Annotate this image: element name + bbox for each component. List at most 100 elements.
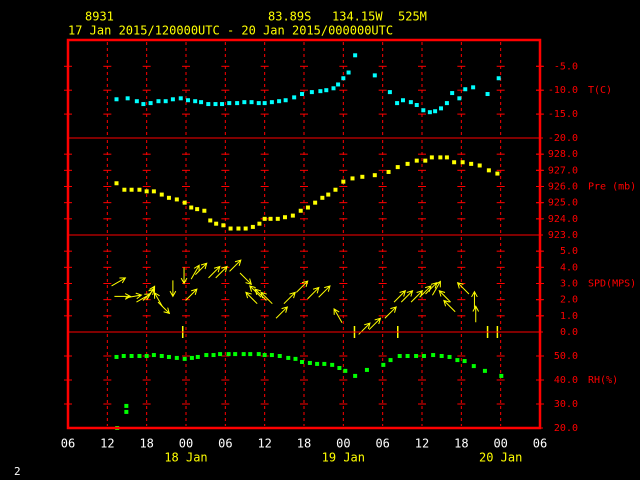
data-point [283, 98, 288, 103]
data-point [495, 171, 500, 176]
wind-arrow [456, 281, 470, 295]
data-point [159, 354, 164, 358]
data-point [189, 205, 194, 210]
data-point [250, 224, 255, 229]
x-tick-label: 12 [257, 437, 271, 451]
y-tick-label: 30.0 [554, 399, 578, 410]
x-tick-label: 06 [61, 437, 75, 451]
data-point [427, 110, 432, 115]
elevation: 525M [398, 10, 427, 24]
y-tick-label: 923.0 [548, 230, 578, 241]
data-point [290, 213, 295, 218]
data-point [282, 215, 287, 220]
x-tick-label: 06 [375, 437, 389, 451]
date-label: 20 Jan [479, 451, 522, 465]
data-point [343, 368, 348, 373]
data-point [256, 352, 261, 357]
data-point [206, 102, 211, 107]
wind-arrow [275, 306, 289, 319]
data-point [262, 101, 267, 106]
data-point [293, 356, 298, 361]
data-point [414, 103, 419, 108]
data-point [220, 102, 225, 107]
x-tick-label: 18 [297, 437, 311, 451]
data-point [269, 100, 274, 105]
data-point [439, 354, 444, 358]
latitude: 83.89S [268, 10, 311, 24]
data-point [300, 360, 305, 364]
data-point [114, 97, 119, 102]
data-point [313, 200, 318, 205]
data-point [257, 221, 262, 226]
data-point [226, 352, 231, 357]
data-point [227, 101, 232, 106]
data-point [202, 208, 207, 213]
data-point [121, 354, 126, 358]
data-point [460, 160, 465, 165]
data-point [204, 353, 209, 358]
wind-arrow [245, 291, 258, 305]
data-point [124, 409, 129, 414]
y-axis-label: Pre (mb) [588, 182, 636, 193]
data-point [163, 99, 168, 104]
wind-arrow [472, 305, 480, 323]
data-point [372, 173, 377, 178]
y-tick-label: -10.0 [548, 85, 578, 96]
wind-arrow [410, 290, 424, 303]
data-point [256, 101, 261, 106]
data-point [268, 216, 273, 221]
data-point [243, 226, 248, 231]
data-point [360, 174, 365, 179]
data-point [277, 354, 282, 358]
wind-arrow [368, 317, 382, 330]
wind-arrow [425, 281, 438, 295]
data-point [242, 100, 247, 105]
data-point [333, 187, 338, 192]
data-point [320, 195, 325, 200]
wind-arrow [125, 292, 143, 300]
data-point [262, 216, 267, 221]
data-point [471, 364, 476, 369]
x-tick-label: 18 [454, 437, 468, 451]
data-point [337, 366, 342, 370]
data-point [248, 352, 253, 357]
x-tick-label: 00 [179, 437, 193, 451]
data-point [477, 163, 482, 168]
data-point [397, 354, 402, 358]
wind-arrow [400, 290, 414, 303]
data-point [421, 108, 426, 113]
y-tick-label: 1.0 [560, 311, 578, 322]
data-point [114, 354, 119, 359]
wind-arrow [260, 291, 273, 305]
data-point [166, 195, 171, 200]
data-point [438, 155, 443, 160]
data-point [199, 100, 204, 105]
y-tick-label: 40.0 [554, 375, 578, 386]
y-tick-label: 926.0 [548, 182, 578, 193]
data-point [388, 358, 393, 363]
x-tick-label: 00 [336, 437, 350, 451]
wind-arrow [153, 291, 163, 307]
data-point [455, 358, 460, 363]
y-axis-label: SPD(MPS) [588, 279, 636, 290]
data-point [193, 99, 198, 104]
wind-arrow [142, 288, 156, 301]
wind-arrow [208, 265, 221, 279]
data-point [286, 355, 291, 360]
data-point [322, 361, 327, 366]
data-point [471, 85, 476, 90]
data-point [182, 200, 187, 205]
y-tick-label: 924.0 [548, 214, 578, 225]
data-point [447, 354, 452, 359]
data-point [452, 160, 457, 165]
y-tick-label: 0.0 [560, 327, 578, 338]
x-tick-label: 06 [218, 437, 232, 451]
data-point [309, 90, 314, 95]
data-point [326, 192, 331, 197]
data-point [450, 91, 455, 96]
y-tick-label: 925.0 [548, 198, 578, 209]
data-point [486, 168, 491, 173]
data-point [305, 205, 310, 210]
wind-arrow [283, 291, 296, 305]
data-point [159, 192, 164, 197]
